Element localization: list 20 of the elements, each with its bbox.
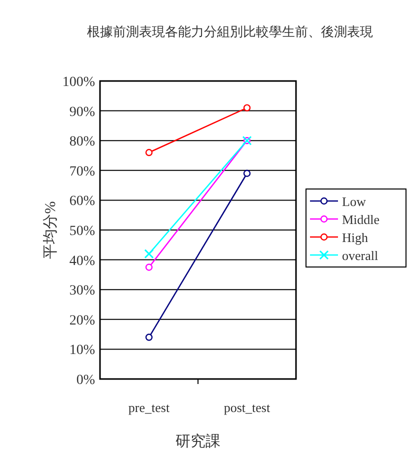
x-tick-label: pre_test (128, 400, 170, 415)
x-axis-title: 研究課 (176, 433, 220, 450)
y-tick-label: 100% (62, 75, 96, 90)
legend-label: Low (342, 194, 366, 209)
y-tick-label: 60% (69, 194, 96, 210)
y-tick-label: 10% (69, 343, 96, 358)
y-axis-title: 平均分% (42, 201, 59, 259)
y-tick-label: 80% (69, 134, 96, 150)
chart-title: 根據前測表現各能力分組別比較學生前、後測表現 (87, 24, 373, 39)
legend-label: Middle (342, 212, 380, 227)
x-tick-label: post_test (224, 400, 270, 415)
y-tick-label: 40% (69, 254, 96, 269)
legend-label: High (342, 230, 368, 245)
y-tick-label: 20% (69, 313, 96, 328)
y-tick-label: 90% (69, 104, 96, 120)
y-tick-label: 50% (69, 224, 96, 239)
y-tick-label: 30% (69, 284, 96, 299)
y-tick-label: 0% (76, 373, 96, 388)
y-tick-label: 70% (69, 164, 96, 180)
legend-label: overall (342, 248, 378, 263)
